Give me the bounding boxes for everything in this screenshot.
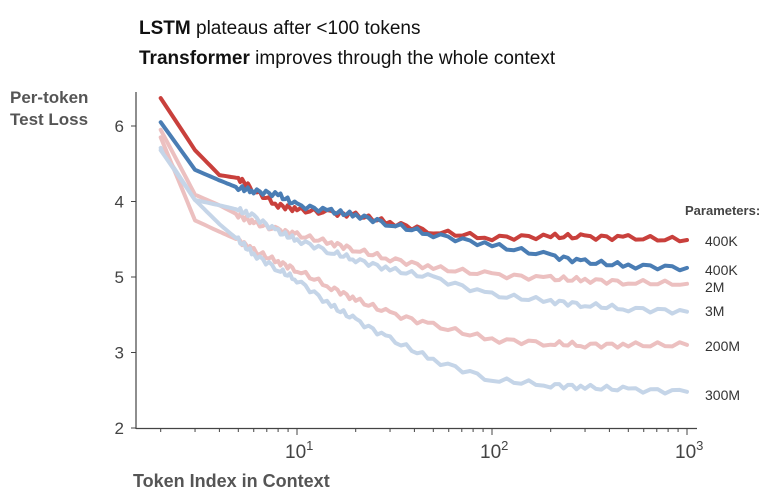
series-line-transformer-300m: [158, 148, 689, 396]
series-line-transformer-400k: [158, 120, 689, 273]
series-line-transformer-3m: [158, 145, 689, 316]
chart-title-line-1: LSTM plateaus after <100 tokens: [139, 18, 421, 39]
series-end-label: 200M: [705, 338, 740, 354]
legend-title: Parameters:: [685, 203, 760, 218]
x-axis-label: Token Index in Context: [133, 471, 330, 491]
series-line-lstm-200m: [158, 135, 689, 350]
series-end-label: 300M: [705, 387, 740, 403]
series-line-lstm-2m: [158, 127, 689, 287]
y-tick-label: 5: [115, 268, 124, 287]
x-tick-label: 102: [480, 438, 508, 463]
y-tick-label: 3: [115, 344, 124, 363]
y-tick-label: 4: [115, 193, 124, 212]
x-tick-label: 101: [285, 438, 313, 463]
y-tick-label: 6: [115, 117, 124, 136]
y-tick-label: 2: [115, 419, 124, 438]
series-line-lstm-400k: [158, 96, 689, 244]
series-end-label: 3M: [705, 303, 724, 319]
x-tick-label: 103: [675, 438, 703, 463]
y-axis-label: Per-token Test Loss: [10, 88, 89, 129]
series-end-label: 400K: [705, 233, 738, 249]
chart-title-line-2: Transformer improves through the whole c…: [139, 48, 556, 69]
series-end-label: 2M: [705, 279, 724, 295]
series-end-label: 400K: [705, 262, 738, 278]
